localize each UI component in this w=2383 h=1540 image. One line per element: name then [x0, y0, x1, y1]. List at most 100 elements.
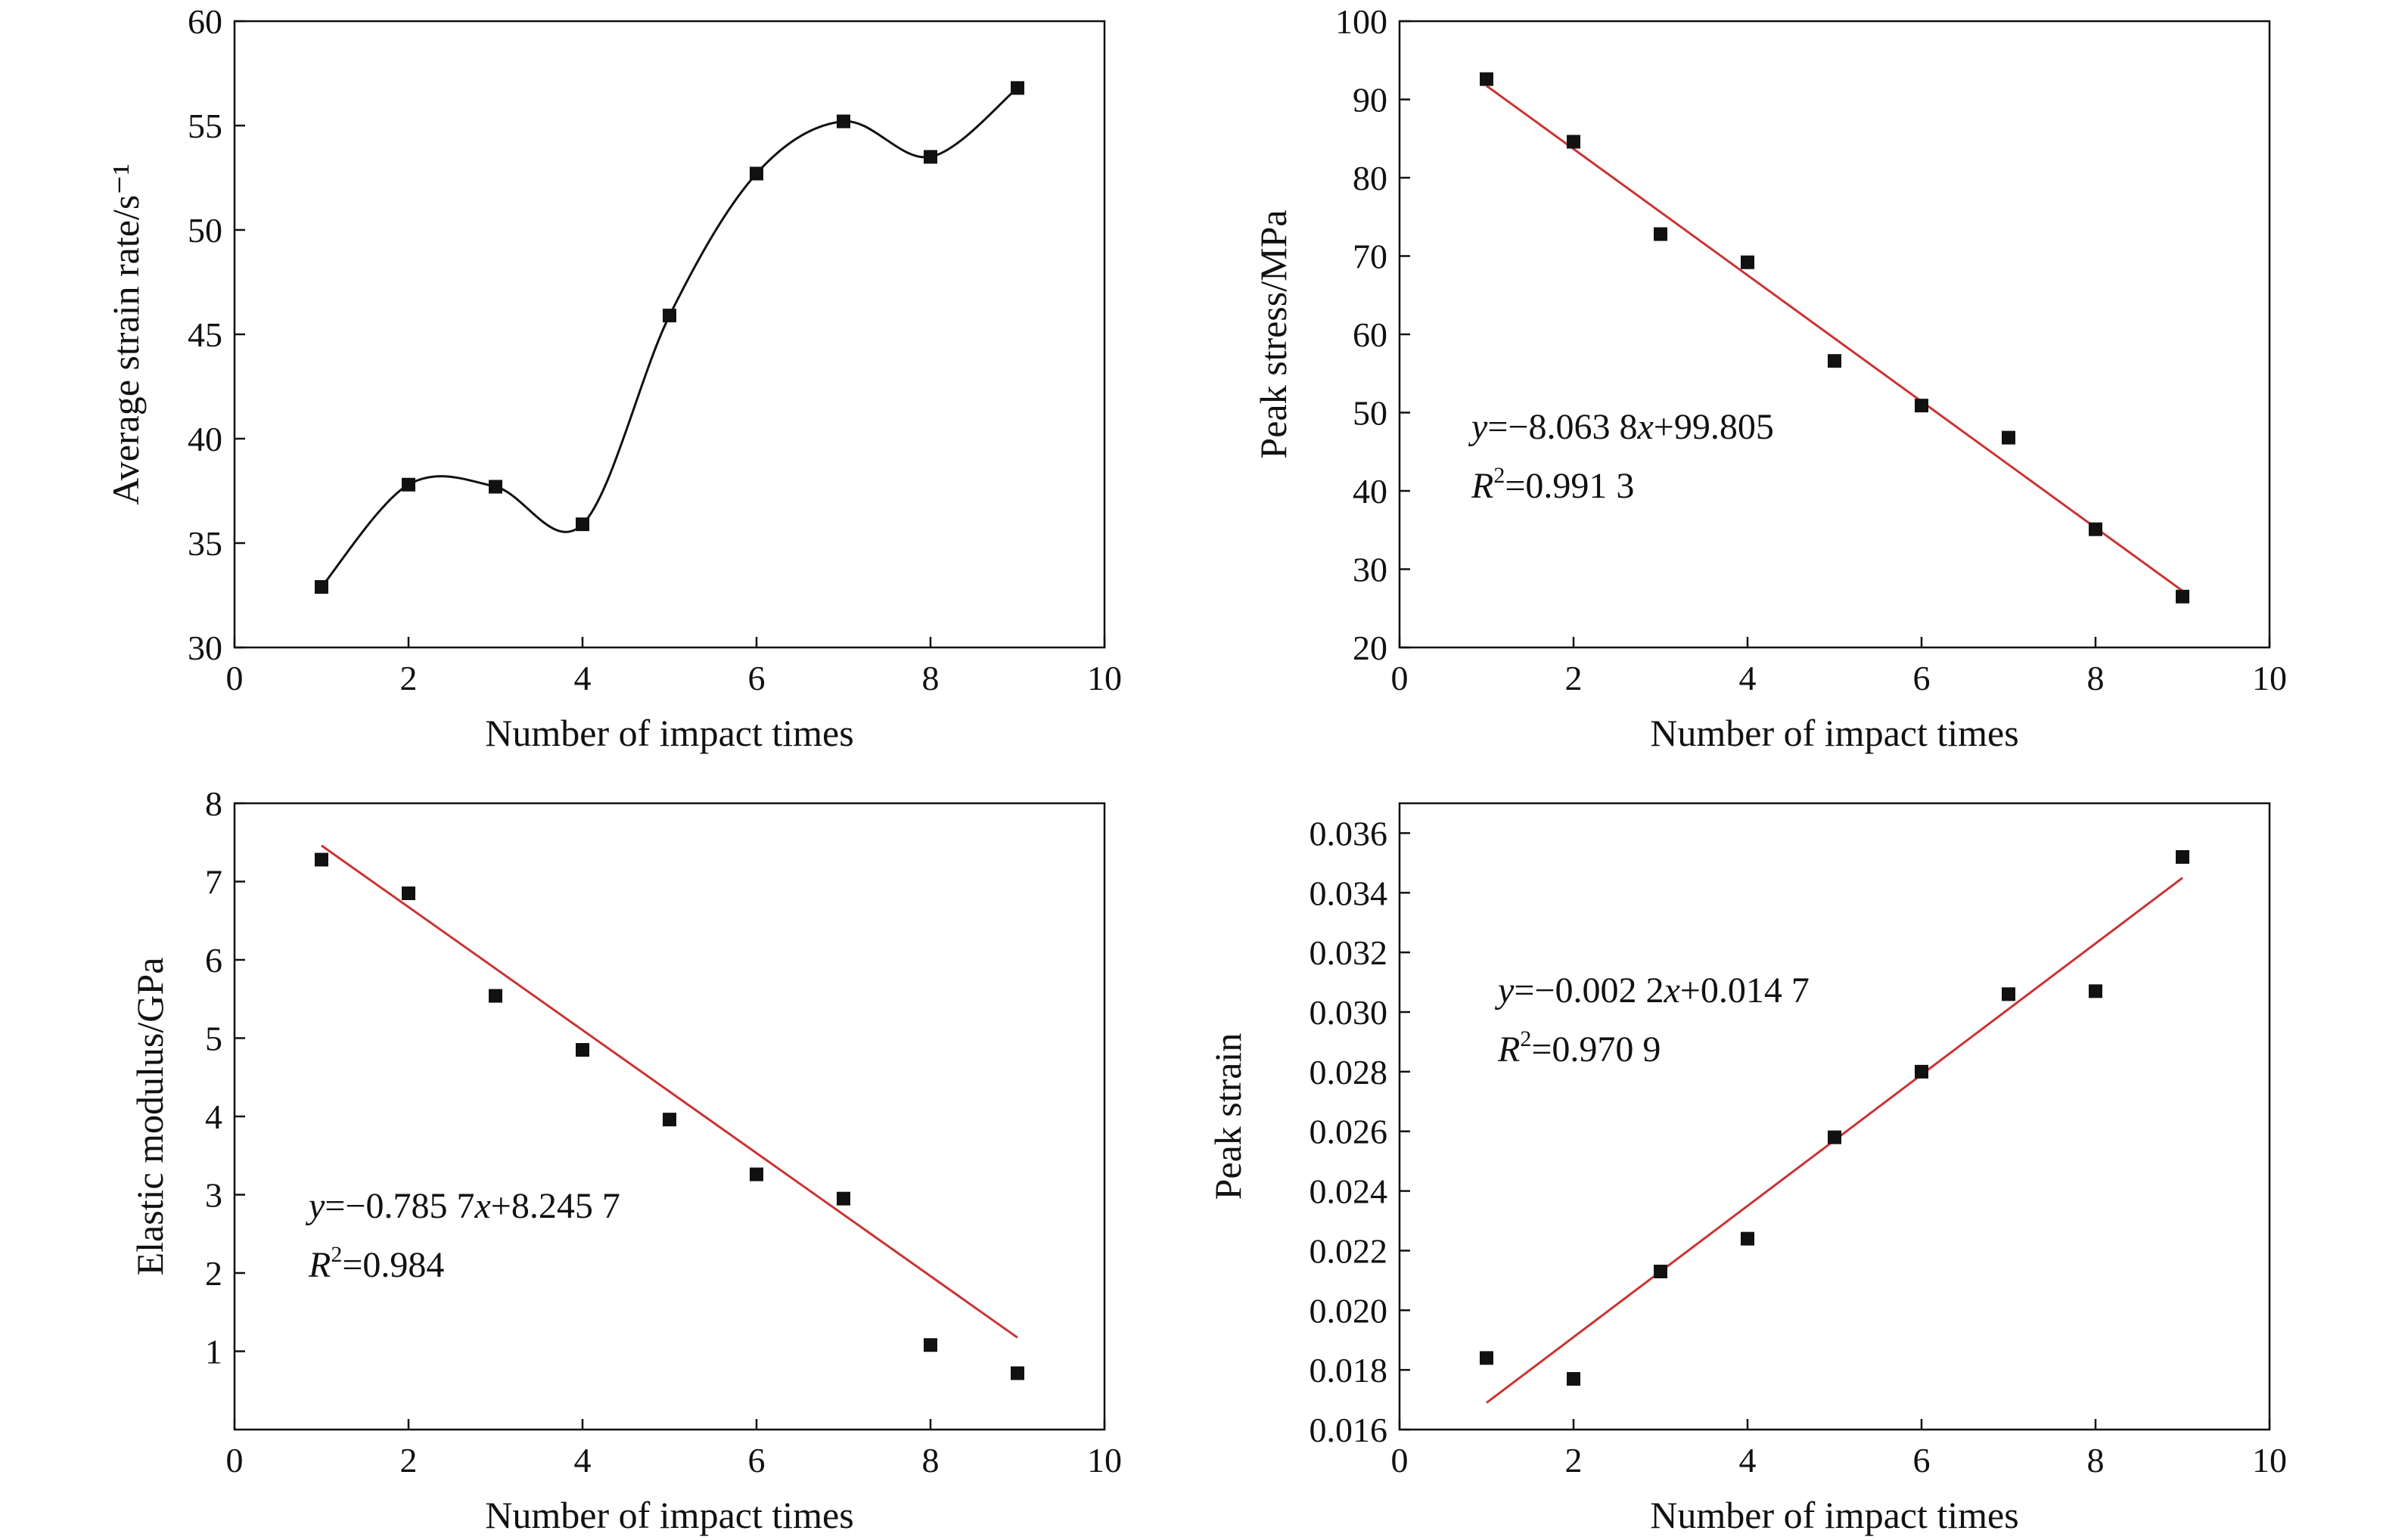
y-tick-label: 0.024: [1310, 1172, 1388, 1211]
x-tick-label: 2: [400, 1441, 418, 1479]
y-tick-label: 40: [1353, 472, 1387, 511]
data-point: [750, 1167, 763, 1181]
data-point: [1654, 1265, 1667, 1279]
fit-equation: y=−0.002 2x+0.014 7: [1494, 970, 1810, 1011]
y-axis-title: Elastic modulus/GPa: [129, 958, 171, 1276]
x-tick-label: 0: [226, 1441, 244, 1479]
trend-curve: [320, 87, 1018, 588]
x-tick-label: 4: [574, 659, 592, 697]
y-tick-label: 0.028: [1310, 1053, 1388, 1091]
data-point: [663, 1113, 676, 1127]
data-point: [837, 1191, 850, 1206]
x-tick-label: 4: [574, 1441, 592, 1479]
data-point: [1741, 255, 1754, 269]
plot-frame: [1398, 802, 2271, 1431]
x-axis-title: Number of impact times: [1650, 1494, 2018, 1536]
y-tick-label: 4: [205, 1098, 222, 1136]
data-point: [1828, 354, 1841, 368]
data-point: [1915, 399, 1928, 413]
data-point: [489, 480, 502, 494]
y-tick-label: 3: [205, 1176, 222, 1215]
y-tick-label: 40: [188, 420, 222, 458]
y-tick-label: 0.032: [1310, 933, 1388, 972]
data-point: [837, 114, 850, 129]
data-point: [663, 309, 676, 323]
data-point: [2002, 987, 2015, 1001]
panel-strain-rate: 0 2 4 6 8 10 30 35 40 45 50 55 60 Number of impact ti…: [104, 2, 1122, 754]
y-tick-label: 1: [205, 1333, 222, 1371]
data-point: [2002, 430, 2015, 445]
y-tick-label: 30: [1353, 551, 1387, 589]
y-tick-label: 50: [188, 211, 222, 250]
x-tick-label: 10: [1087, 659, 1122, 697]
data-point: [2089, 522, 2102, 536]
y-tick-label: 0.026: [1310, 1113, 1388, 1151]
x-axis-title: Number of impact times: [485, 712, 853, 754]
data-point: [402, 477, 415, 492]
y-tick-label: 0.030: [1310, 993, 1388, 1032]
y-axis-title: Peak strain: [1207, 1033, 1249, 1200]
y-tick-label: 0.016: [1310, 1411, 1388, 1449]
data-point: [1011, 81, 1024, 95]
x-axis-title: Number of impact times: [1650, 712, 2018, 754]
x-tick-label: 0: [1391, 1441, 1409, 1479]
data-point: [1011, 1366, 1024, 1380]
data-point: [924, 1338, 937, 1352]
x-tick-label: 10: [2252, 1441, 2287, 1479]
y-tick-label: 35: [188, 524, 222, 563]
x-tick-label: 6: [1913, 659, 1931, 697]
x-tick-label: 4: [1739, 659, 1757, 697]
data-point: [1741, 1231, 1754, 1246]
x-tick-label: 8: [2087, 1441, 2105, 1479]
y-axis-title: Peak stress/MPa: [1252, 210, 1294, 458]
x-tick-label: 10: [2252, 659, 2287, 697]
data-point: [1480, 72, 1493, 86]
x-tick-label: 2: [1565, 1441, 1583, 1479]
r-squared: R2=0.984: [308, 1242, 444, 1285]
data-point: [2176, 849, 2189, 864]
data-point: [576, 517, 589, 532]
fit-line: [1486, 85, 2183, 592]
data-point: [315, 852, 328, 867]
data-point: [1480, 1351, 1493, 1365]
y-tick-label: 80: [1353, 159, 1387, 197]
y-tick-label: 0.036: [1310, 814, 1388, 852]
data-point: [576, 1043, 589, 1057]
y-tick-label: 8: [205, 784, 222, 823]
y-tick-label: 45: [188, 315, 222, 354]
data-point: [924, 150, 937, 164]
data-point: [2089, 984, 2102, 998]
data-point: [489, 989, 502, 1003]
y-tick-label: 5: [205, 1020, 222, 1058]
y-tick-label: 60: [1353, 315, 1387, 354]
data-point: [315, 579, 328, 594]
r-squared: R2=0.991 3: [1471, 463, 1634, 506]
y-tick-label: 2: [205, 1254, 222, 1293]
x-tick-label: 10: [1087, 1441, 1122, 1479]
y-tick-label: 0.018: [1310, 1351, 1388, 1389]
y-tick-label: 6: [205, 941, 222, 980]
x-tick-label: 8: [2087, 659, 2105, 697]
y-tick-label: 60: [188, 2, 222, 41]
fit-equation: y=−8.063 8x+99.805: [1468, 407, 1774, 447]
data-point: [402, 886, 415, 901]
y-tick-label: 55: [188, 107, 222, 145]
y-tick-label: 0.034: [1310, 874, 1388, 912]
y-tick-label: 90: [1353, 81, 1387, 120]
data-point: [1654, 227, 1667, 241]
y-tick-label: 7: [205, 863, 222, 902]
data-point: [750, 166, 763, 181]
y-tick-label: 20: [1353, 629, 1387, 667]
panel-peak-strain: 0 2 4 6 8 10 0.016 0.018 0.020 0.022 0.024 0.026 0.0…: [1207, 802, 2287, 1536]
fit-line: [321, 844, 1018, 1339]
data-point: [1567, 1371, 1580, 1386]
y-tick-label: 70: [1353, 238, 1387, 276]
data-point: [1567, 135, 1580, 149]
x-tick-label: 8: [922, 1441, 940, 1479]
data-point: [1915, 1064, 1928, 1079]
x-tick-label: 6: [748, 1441, 766, 1479]
x-tick-label: 2: [400, 659, 418, 697]
data-point: [1828, 1130, 1841, 1144]
x-axis-title: Number of impact times: [485, 1494, 853, 1536]
